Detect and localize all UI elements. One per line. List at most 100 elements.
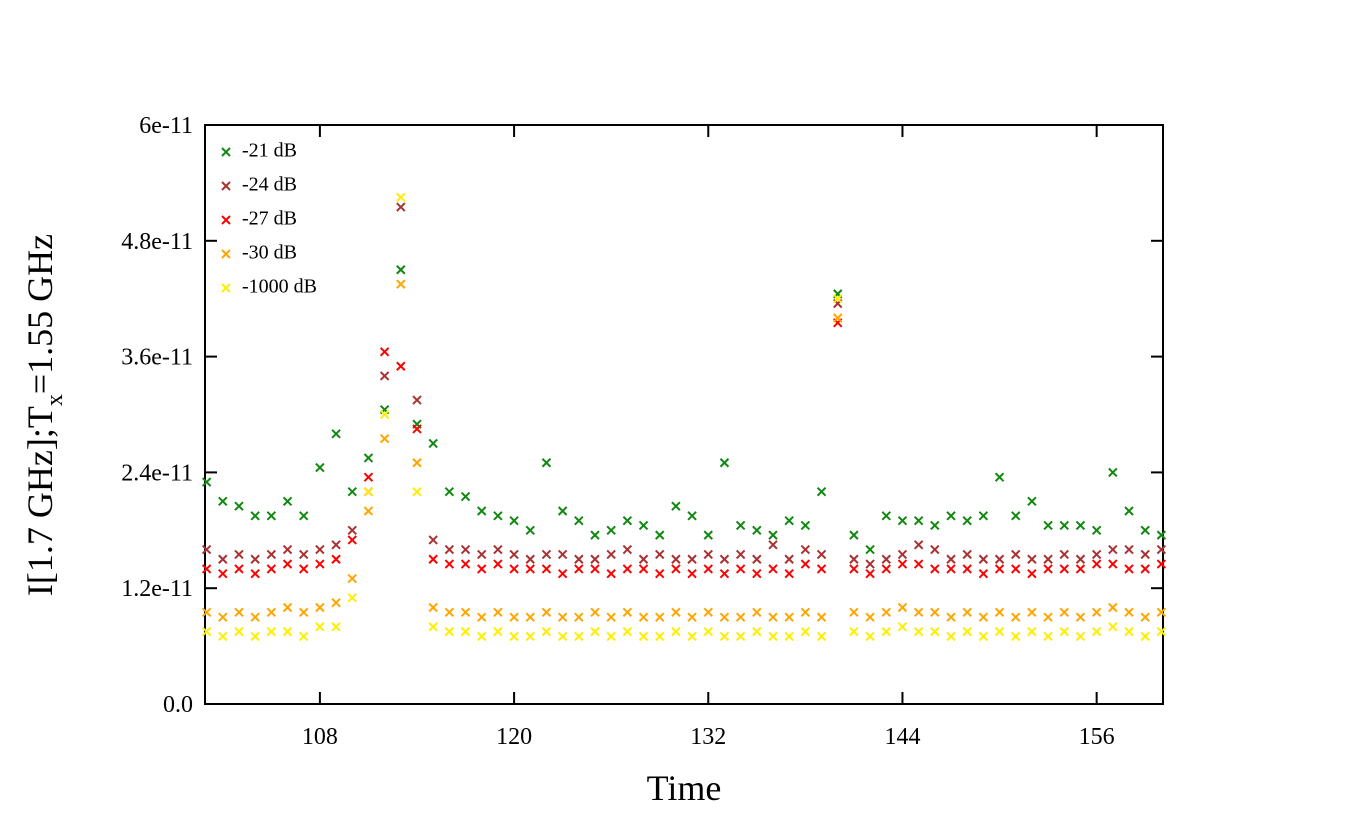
point [574,612,584,622]
point [1140,525,1150,536]
x-tick-label: 132 [690,724,726,750]
point [816,631,827,642]
point [1140,612,1150,622]
point [865,559,875,569]
point [622,607,633,618]
y-tick-label: 3.6e-11 [121,345,193,371]
point [525,612,535,622]
point [509,612,519,622]
point [1011,631,1021,642]
point [266,549,277,560]
point [1043,612,1053,622]
point [849,626,859,637]
point [897,549,908,560]
x-tick-label: 120 [496,724,532,750]
point [363,453,374,463]
point [638,554,649,564]
point [638,631,649,642]
point [218,554,228,564]
point [994,554,1005,564]
point [606,525,616,536]
y-tick-label: 2.4e-11 [121,460,193,486]
point [752,607,762,618]
point [1011,564,1021,574]
x-tick-label: 108 [302,724,338,750]
point [849,554,859,564]
point [978,612,989,622]
point [768,631,778,642]
point [849,564,859,574]
point [282,602,293,613]
point [752,525,762,536]
point [946,631,956,642]
point [509,631,519,642]
plot-frame [204,124,1164,705]
point [752,554,762,564]
point [784,612,794,622]
point [655,631,665,642]
point [816,564,827,574]
point [250,569,260,579]
point [735,549,746,560]
point [590,554,600,564]
legend-label: -27 dB [242,208,297,230]
point [1091,626,1102,637]
point [800,607,811,618]
point [1124,564,1134,574]
point [218,612,228,622]
point [881,511,891,521]
point [703,530,713,540]
point [1059,520,1069,531]
point [687,511,697,521]
point [315,602,325,613]
point [299,511,309,521]
point [444,626,455,637]
point [1108,602,1118,613]
point [1075,631,1086,642]
point [477,549,487,560]
point [541,564,552,574]
point [590,607,600,618]
point [444,544,455,555]
point [1075,520,1086,531]
point [557,631,568,642]
point [1059,564,1069,574]
point [460,607,471,618]
point [331,597,341,608]
point [768,540,778,550]
x-tick-label: 144 [884,724,920,750]
point [590,564,600,574]
point [266,511,277,521]
point [913,559,924,569]
y-axis-label: I[1.7 GHz];Tx=1.55 GHz [20,234,68,596]
point [299,607,309,618]
point [412,486,422,497]
point [541,458,552,468]
point [671,626,681,637]
point [1124,607,1134,618]
point [218,569,228,579]
point [201,607,212,618]
point [978,569,989,579]
point [946,511,956,521]
point [460,544,471,555]
point [1043,631,1053,642]
point [800,520,811,531]
point [1075,564,1086,574]
y-label-suffix: =1.55 GHz [20,234,60,394]
point [897,602,908,613]
point [735,631,746,642]
point [234,564,244,574]
point [331,622,341,632]
point [784,554,794,564]
legend-label: -24 dB [242,174,297,196]
point [930,544,940,555]
x-tick-label: 156 [1079,724,1115,750]
point [930,607,940,618]
point [816,612,827,622]
point [525,554,535,564]
point [930,564,940,574]
point [331,554,341,564]
point [1011,612,1021,622]
point [1043,554,1053,564]
